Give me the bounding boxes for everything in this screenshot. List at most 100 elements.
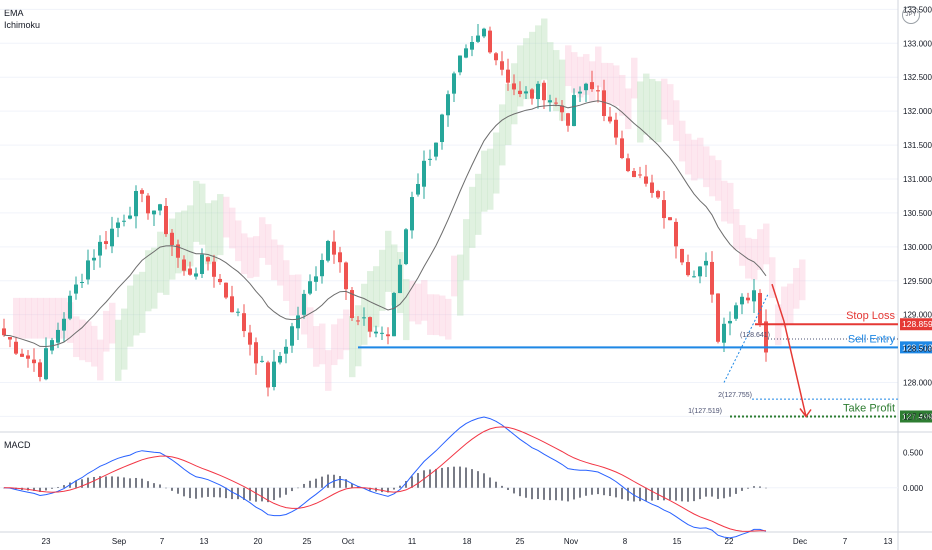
ichimoku-cloud-segment	[715, 160, 722, 201]
macd-histogram-bar	[63, 485, 65, 488]
candle-body	[80, 282, 84, 284]
macd-histogram-bar	[681, 487, 683, 502]
candle-body	[302, 293, 306, 315]
candle-body	[530, 89, 534, 99]
ichimoku-cloud-segment	[409, 280, 416, 322]
time-tick-label: 25	[303, 537, 312, 546]
macd-histogram-bar	[465, 467, 467, 488]
ichimoku-cloud-segment	[355, 305, 362, 367]
candle-body	[428, 158, 432, 160]
price-tick-label: 132.500	[903, 73, 932, 82]
macd-histogram-bar	[591, 487, 593, 495]
candle-body	[242, 313, 246, 332]
candle-body	[752, 290, 756, 302]
candle-body	[476, 35, 480, 42]
candle-body	[722, 323, 726, 343]
candle-body	[764, 321, 768, 353]
ichimoku-cloud-segment	[31, 297, 38, 339]
macd-histogram-bar	[615, 487, 617, 498]
ichimoku-cloud-segment	[625, 88, 632, 130]
ichimoku-cloud-segment	[253, 236, 260, 277]
ichimoku-cloud-segment	[217, 194, 224, 256]
time-tick-label: 7	[843, 537, 848, 546]
ichimoku-cloud-segment	[733, 209, 740, 250]
price-tick-label: 130.000	[903, 243, 932, 252]
macd-histogram-bar	[351, 483, 353, 488]
candle-body	[356, 320, 360, 322]
fib-1-label: 1(127.519)	[688, 408, 722, 415]
ichimoku-cloud-segment	[463, 219, 470, 281]
macd-histogram-bar	[195, 487, 197, 499]
macd-histogram-bar	[489, 477, 491, 488]
candle-body	[104, 241, 108, 245]
candle-body	[338, 252, 342, 263]
fib-2-label: 2(127.755)	[718, 392, 752, 399]
legend-ichimoku: Ichimoku	[4, 20, 41, 30]
ichimoku-cloud-segment	[235, 220, 242, 262]
price-tick-label: 131.000	[903, 175, 932, 184]
macd-histogram-bar	[33, 487, 35, 491]
macd-histogram-bar	[267, 487, 269, 503]
ichimoku-cloud-segment	[655, 81, 662, 143]
ichimoku-cloud-segment	[103, 310, 110, 352]
macd-histogram-bar	[639, 487, 641, 502]
ichimoku-cloud-segment	[73, 316, 80, 358]
candle-body	[398, 264, 402, 294]
macd-histogram-bar	[519, 487, 521, 497]
macd-histogram-bar	[753, 486, 755, 488]
candle-body	[200, 254, 204, 274]
candle-body	[638, 174, 642, 176]
macd-histogram-bar	[741, 487, 743, 491]
ichimoku-cloud-segment	[211, 200, 218, 262]
macd-histogram-bar	[543, 487, 545, 500]
candle-body	[122, 220, 126, 222]
candle-body	[260, 360, 264, 362]
ichimoku-cloud-segment	[673, 100, 680, 141]
time-tick-label: 11	[408, 537, 417, 546]
ichimoku-cloud-segment	[313, 326, 320, 367]
candle-body	[668, 217, 672, 221]
ichimoku-cloud-segment	[91, 325, 98, 367]
ichimoku-cloud-segment	[595, 46, 602, 88]
ichimoku-cloud-segment	[139, 271, 146, 333]
candle-body	[38, 362, 42, 377]
macd-histogram-bar	[219, 487, 221, 498]
ichimoku-cloud-segment	[25, 297, 32, 339]
candle-body	[92, 257, 96, 261]
macd-histogram-bar	[411, 476, 413, 488]
ichimoku-cloud-segment	[781, 286, 788, 328]
time-tick-label: Dec	[793, 537, 807, 546]
ichimoku-cloud-segment	[487, 148, 494, 210]
candle-body	[254, 342, 258, 364]
macd-tick-label: 0.000	[903, 484, 924, 493]
candle-body	[116, 222, 120, 228]
ichimoku-cloud-segment	[151, 247, 158, 309]
ichimoku-cloud-segment	[577, 56, 584, 98]
candle-body	[452, 73, 456, 94]
macd-histogram-bar	[477, 471, 479, 488]
stop-loss-label: Stop Loss	[846, 310, 895, 322]
macd-histogram-bar	[471, 469, 473, 488]
ichimoku-cloud-segment	[205, 203, 212, 265]
candle-body	[272, 361, 276, 387]
macd-histogram-bar	[627, 487, 629, 501]
macd-histogram-bar	[495, 481, 497, 488]
time-tick-label: 23	[42, 537, 51, 546]
projection-arrowhead	[799, 408, 812, 418]
candle-body	[632, 170, 636, 178]
candle-body	[62, 318, 66, 331]
ichimoku-cloud-segment	[649, 78, 656, 141]
macd-histogram-bar	[447, 467, 449, 488]
ichimoku-cloud-segment	[109, 302, 116, 344]
macd-histogram-bar	[321, 476, 323, 488]
ichimoku-cloud-segment	[319, 323, 326, 365]
ichimoku-cloud-segment	[49, 297, 56, 339]
ichimoku-cloud-segment	[619, 74, 626, 116]
signal-line	[4, 426, 767, 532]
ichimoku-cloud-segment	[505, 83, 512, 146]
candle-body	[86, 260, 90, 280]
candle-body	[644, 176, 648, 184]
candle-body	[734, 305, 738, 319]
candle-body	[512, 83, 516, 90]
